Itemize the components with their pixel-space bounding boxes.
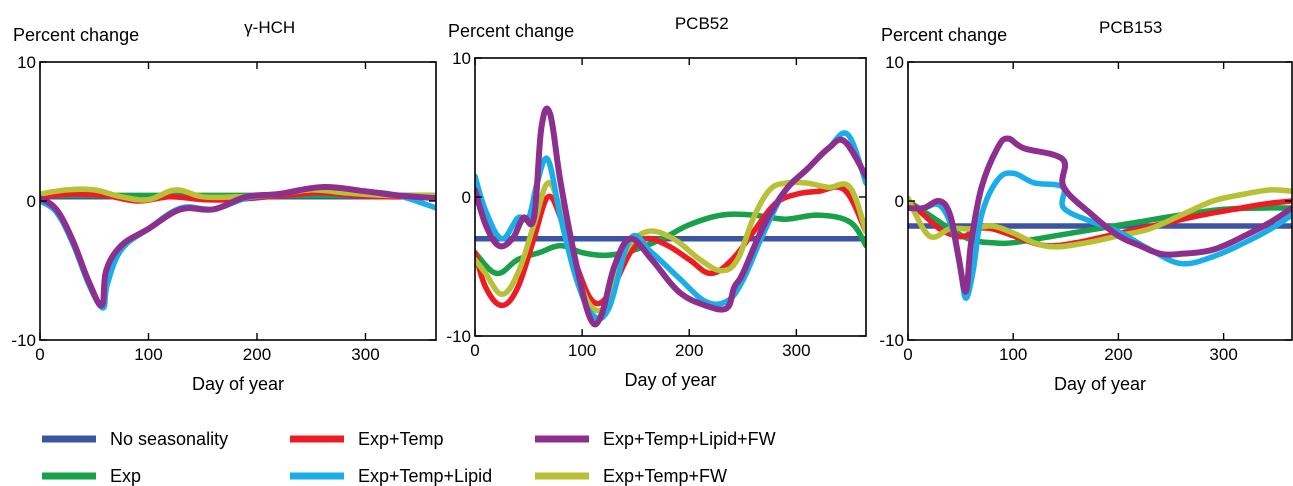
- series-group: [908, 135, 1292, 302]
- legend-label: Exp+Temp+Lipid+FW: [603, 429, 776, 449]
- series-group: [40, 184, 436, 311]
- y-tick-label: 0: [27, 192, 36, 211]
- y-tick-label: -10: [11, 331, 36, 350]
- legend: No seasonality Exp+Temp Exp+Temp+Lipid+FW E…: [42, 429, 776, 486]
- legend-label: Exp+Temp+FW: [603, 466, 727, 486]
- y-tick-label: 0: [462, 188, 471, 207]
- y-tick-label: 10: [885, 53, 904, 72]
- legend-item-exp: Exp: [42, 466, 141, 486]
- x-tick-label: 300: [1209, 345, 1237, 364]
- x-tick-label: 0: [903, 345, 912, 364]
- y-tick-label: -10: [446, 327, 471, 346]
- x-tick-label: 100: [999, 345, 1027, 364]
- x-tick-label: 300: [782, 341, 810, 360]
- legend-item-exp-temp-lipid-fw: Exp+Temp+Lipid+FW: [535, 429, 776, 449]
- legend-item-exp-temp-lipid: Exp+Temp+Lipid: [290, 466, 492, 486]
- y-tick-label: 0: [895, 192, 904, 211]
- legend-item-no-seasonality: No seasonality: [42, 429, 228, 449]
- y-axis-label: Percent change: [13, 25, 139, 45]
- legend-label: Exp+Temp+Lipid: [358, 466, 492, 486]
- series-line-exp-temp-lipid-fw: [40, 184, 436, 309]
- x-axis-label: Day of year: [192, 374, 284, 394]
- x-axis-label: Day of year: [1054, 374, 1146, 394]
- legend-item-exp-temp: Exp+Temp: [290, 429, 444, 449]
- series-line-exp-temp-lipid-fw: [908, 135, 1292, 295]
- series-line-exp-temp-lipid-fw: [475, 105, 866, 328]
- y-axis-label: Percent change: [448, 21, 574, 41]
- x-tick-label: 300: [351, 345, 379, 364]
- chart-title: γ-HCH: [244, 18, 295, 37]
- series-line-exp-temp-lipid: [40, 184, 436, 311]
- series-group: [475, 105, 866, 328]
- y-axis-label: Percent change: [881, 25, 1007, 45]
- y-tick-label: 10: [452, 49, 471, 68]
- legend-label: No seasonality: [110, 429, 228, 449]
- x-tick-label: 100: [134, 345, 162, 364]
- y-tick-label: 10: [17, 53, 36, 72]
- x-tick-label: 0: [35, 345, 44, 364]
- series-line-exp-temp-fw: [908, 187, 1292, 250]
- x-tick-label: 200: [675, 341, 703, 360]
- legend-label: Exp: [110, 466, 141, 486]
- chart-title: PCB52: [675, 14, 729, 33]
- legend-label: Exp+Temp: [358, 429, 444, 449]
- x-axis-label: Day of year: [624, 370, 716, 390]
- x-tick-label: 200: [1104, 345, 1132, 364]
- chart-title: PCB153: [1099, 18, 1162, 37]
- series-line-exp-temp-fw: [40, 186, 436, 203]
- x-tick-label: 200: [243, 345, 271, 364]
- x-tick-label: 0: [470, 341, 479, 360]
- y-tick-label: -10: [879, 331, 904, 350]
- x-tick-label: 100: [568, 341, 596, 360]
- legend-item-exp-temp-fw: Exp+Temp+FW: [535, 466, 727, 486]
